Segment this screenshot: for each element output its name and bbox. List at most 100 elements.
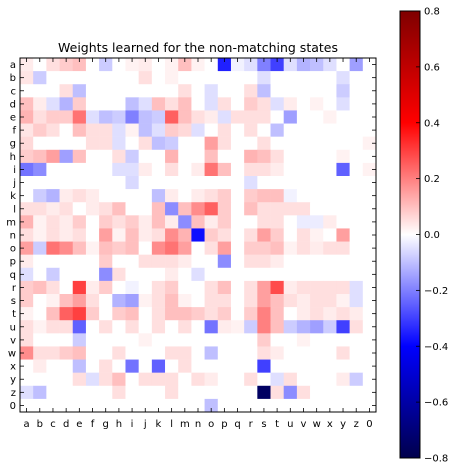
heatmap-cell (297, 163, 310, 176)
heatmap-cell (73, 137, 86, 150)
heatmap-cell (257, 124, 270, 137)
colorbar-tick-label: −0.6 (424, 398, 448, 409)
heatmap-cell (257, 84, 270, 97)
heatmap-cell (33, 281, 46, 294)
heatmap-cell (231, 71, 244, 84)
heatmap-cell (218, 281, 231, 294)
heatmap-cell (336, 268, 349, 281)
heatmap-cell (336, 320, 349, 333)
heatmap-cell (350, 176, 363, 189)
heatmap-cell (125, 268, 138, 281)
heatmap-cell (218, 373, 231, 386)
x-tick-label: x (327, 419, 333, 430)
heatmap-cell (73, 268, 86, 281)
heatmap-cell (165, 124, 178, 137)
heatmap-cell (218, 137, 231, 150)
heatmap-cell (99, 163, 112, 176)
heatmap-cell (112, 360, 125, 373)
heatmap-cell (297, 202, 310, 215)
heatmap-cell (323, 281, 336, 294)
heatmap-cell (297, 137, 310, 150)
heatmap-cell (336, 189, 349, 202)
heatmap-cell (231, 294, 244, 307)
heatmap-cell (231, 346, 244, 359)
heatmap-cell (139, 176, 152, 189)
heatmap-cell (336, 255, 349, 268)
heatmap-cell (336, 110, 349, 123)
heatmap-cell (99, 360, 112, 373)
y-tick-label: p (10, 257, 16, 268)
heatmap-cell (165, 255, 178, 268)
heatmap-cell (191, 97, 204, 110)
y-tick-label: m (6, 217, 16, 228)
heatmap-cell (112, 189, 125, 202)
heatmap-cell (191, 189, 204, 202)
heatmap-cell (165, 150, 178, 163)
heatmap-cell (60, 163, 73, 176)
heatmap-cell (73, 202, 86, 215)
heatmap-cell (310, 346, 323, 359)
heatmap-cell (178, 255, 191, 268)
heatmap-cell (33, 110, 46, 123)
heatmap-cell (284, 268, 297, 281)
heatmap-cell (73, 215, 86, 228)
heatmap-cell (46, 373, 59, 386)
heatmap-cell (33, 176, 46, 189)
heatmap-cell (310, 71, 323, 84)
heatmap-cell (60, 268, 73, 281)
heatmap-cell (99, 320, 112, 333)
heatmap-cell (350, 268, 363, 281)
heatmap-cell (297, 110, 310, 123)
heatmap-cell (191, 294, 204, 307)
heatmap-cell (60, 242, 73, 255)
heatmap-cell (310, 333, 323, 346)
heatmap-cell (297, 268, 310, 281)
heatmap-cell (73, 255, 86, 268)
heatmap-cell (310, 360, 323, 373)
heatmap-cell (152, 228, 165, 241)
heatmap-cell (191, 71, 204, 84)
heatmap-cell (46, 215, 59, 228)
heatmap-cell (112, 176, 125, 189)
heatmap-cell (165, 346, 178, 359)
x-tick-label: r (249, 419, 254, 430)
heatmap-cell (284, 202, 297, 215)
y-tick-label: g (10, 139, 16, 150)
heatmap-cell (33, 320, 46, 333)
heatmap-cell (284, 307, 297, 320)
heatmap-cell (191, 242, 204, 255)
heatmap-cell (284, 163, 297, 176)
heatmap-cell (257, 150, 270, 163)
heatmap-cell (139, 281, 152, 294)
heatmap-cell (297, 242, 310, 255)
heatmap-cell (191, 110, 204, 123)
heatmap-cell (271, 163, 284, 176)
x-tick-label: j (143, 419, 147, 430)
x-tick-label: k (156, 419, 162, 430)
heatmap-cell (336, 163, 349, 176)
heatmap-cell (244, 97, 257, 110)
heatmap-cell (46, 202, 59, 215)
heatmap-cell (73, 346, 86, 359)
heatmap-cell (323, 84, 336, 97)
heatmap-cell (310, 268, 323, 281)
heatmap-cell (244, 228, 257, 241)
heatmap-cell (336, 202, 349, 215)
heatmap-cell (139, 360, 152, 373)
heatmap-cell (139, 84, 152, 97)
heatmap-cell (271, 71, 284, 84)
heatmap-cell (218, 189, 231, 202)
heatmap-cell (205, 255, 218, 268)
heatmap-cell (99, 202, 112, 215)
heatmap-cell (323, 137, 336, 150)
colorbar-axis: 0.80.60.40.20.0−0.2−0.4−0.6−0.8 (416, 7, 448, 465)
heatmap-cell (46, 97, 59, 110)
heatmap-cell (152, 176, 165, 189)
heatmap-cell (323, 346, 336, 359)
heatmap-cell (205, 202, 218, 215)
x-tick-label: 0 (366, 419, 372, 430)
heatmap-cell (86, 150, 99, 163)
x-tick-label: m (180, 419, 190, 430)
heatmap-cell (112, 124, 125, 137)
heatmap-cell (86, 189, 99, 202)
